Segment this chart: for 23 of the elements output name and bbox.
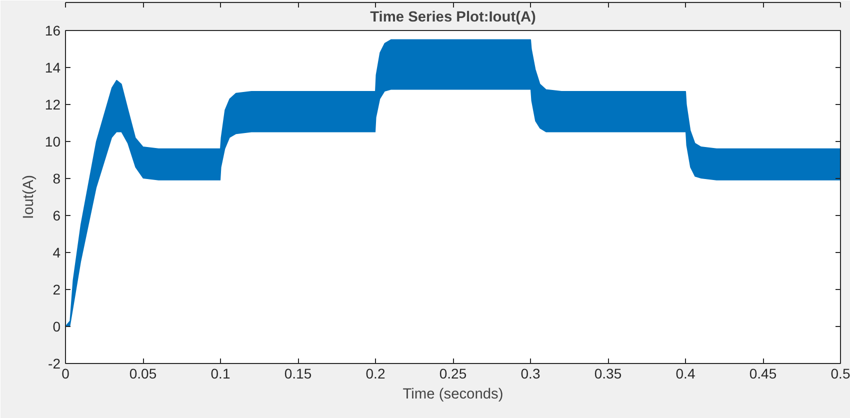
x-tick-label: 0.35 [594, 366, 622, 382]
y-tick-label: 2 [52, 282, 61, 298]
y-tick-label: 10 [44, 134, 61, 150]
x-axis-title: Time (seconds) [402, 386, 504, 402]
x-tick-label: 0.15 [284, 366, 312, 382]
y-tick-label: 16 [44, 22, 61, 38]
chart-title: Time Series Plot:Iout(A) [370, 10, 536, 26]
y-tick-label: 12 [44, 96, 61, 112]
x-tick-label: 0.45 [749, 366, 777, 382]
y-tick-label: 8 [52, 170, 61, 186]
y-tick-label: 14 [44, 60, 61, 76]
y-tick-label: 0 [52, 318, 61, 334]
x-tick-label: 0.2 [366, 366, 386, 382]
y-tick-label: 6 [52, 208, 61, 224]
x-tick-label: 0.25 [439, 366, 467, 382]
x-tick-label: 0.05 [129, 366, 157, 382]
x-tick-label: 0.5 [830, 366, 850, 382]
x-tick-label: 0.4 [676, 366, 696, 382]
y-axis-title: Iout(A) [20, 175, 37, 219]
y-tick-label: 4 [52, 244, 61, 260]
x-tick-label: 0.1 [210, 366, 230, 382]
y-tick-label: -2 [48, 356, 61, 372]
x-tick-label: 0.3 [520, 366, 540, 382]
